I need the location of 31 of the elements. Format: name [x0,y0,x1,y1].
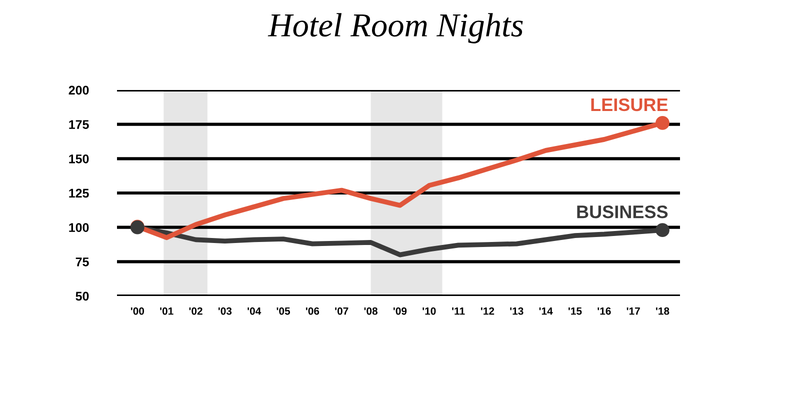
y-tick-label: 200 [68,86,89,95]
x-tick-label: '02 [189,307,202,315]
x-tick-label: '11 [452,307,465,315]
series-label: LEISURE [591,98,668,112]
x-tick-label: '12 [480,307,494,315]
y-tick-label: 125 [69,188,89,198]
x-tick-label: '15 [568,307,582,315]
x-tick-label: '14 [539,307,553,315]
x-tick-label: '06 [306,307,320,315]
x-tick-label: '08 [364,307,378,315]
y-tick-label: 75 [76,258,89,266]
point [656,116,670,130]
x-tick-label: '01 [160,307,174,315]
x-tick-label: '05 [276,307,290,315]
x-tick-label: '16 [598,307,611,315]
x-tick-label: '04 [248,307,262,315]
series-label: BUSINESS [577,205,668,218]
y-tick-label: 175 [69,120,89,129]
x-tick-label: '13 [510,307,524,315]
x-tick-label: '18 [656,307,670,315]
point [656,223,670,238]
x-tick-label: '00 [130,307,144,315]
x-tick-label: '17 [626,307,640,315]
x-tick-label: '03 [218,307,232,315]
x-tick-label: '10 [422,307,436,315]
y-tick-label: 150 [69,154,89,164]
x-tick-label: '09 [393,307,407,315]
chart-title: Hotel Room Nights [268,13,523,44]
x-tick-label: '07 [335,307,348,315]
y-tick-label: 100 [69,223,89,232]
y-tick-label: 50 [76,292,89,301]
